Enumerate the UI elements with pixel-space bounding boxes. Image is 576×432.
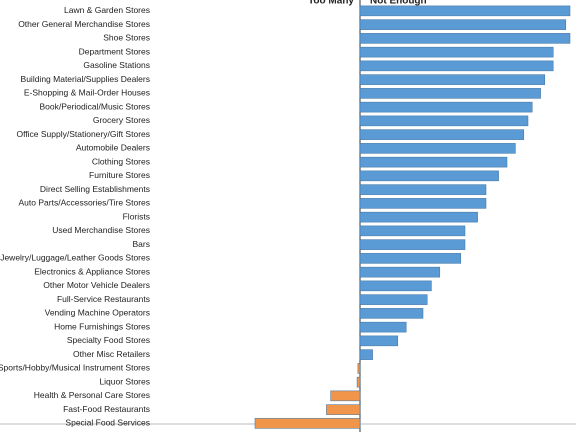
bar (359, 280, 432, 292)
bar (359, 143, 516, 154)
bar (254, 418, 361, 429)
bar (359, 198, 487, 209)
y-tick-label: Grocery Stores (93, 115, 150, 125)
y-tick-label: Shoe Stores (103, 33, 150, 43)
legend-label: Not Enough (370, 0, 427, 7)
y-tick-label: Liquor Stores (99, 376, 150, 386)
bar (359, 170, 499, 182)
bar (359, 74, 546, 85)
y-tick-label: Automobile Dealers (76, 143, 150, 153)
bar (359, 115, 529, 127)
bar (359, 225, 466, 237)
y-tick-label: Furniture Stores (89, 170, 150, 180)
y-tick-label: Home Furnishings Stores (54, 321, 150, 331)
bar (359, 19, 567, 30)
y-tick-label: Direct Selling Establishments (40, 184, 150, 194)
y-tick-label: Health & Personal Care Stores (34, 390, 150, 400)
y-tick-label: Other General Merchandise Stores (18, 19, 150, 29)
y-tick-label: Special Food Services (65, 418, 150, 428)
bar (359, 88, 541, 99)
bar (359, 60, 554, 72)
y-tick-label: Other Motor Vehicle Dealers (43, 280, 150, 290)
bar (359, 156, 508, 168)
y-tick-label: Specialty Food Stores (67, 335, 150, 345)
bar (359, 335, 399, 347)
y-tick-label: Florists (123, 211, 150, 221)
bar (359, 5, 571, 17)
y-tick-label: Department Stores (79, 46, 150, 56)
bar (359, 308, 424, 319)
bar (359, 239, 466, 250)
bar (359, 253, 462, 264)
bar (359, 266, 441, 278)
bar (359, 294, 428, 305)
y-tick-label: E-Shopping & Mail-Order Houses (24, 88, 150, 98)
bar (330, 390, 361, 402)
bar (326, 404, 361, 415)
y-tick-label: Sports/Hobby/Musical Instrument Stores (0, 363, 150, 373)
y-tick-label: Lawn & Garden Stores (64, 5, 150, 15)
y-tick-label: Bars (133, 239, 150, 249)
bar (359, 321, 407, 333)
y-tick-label: Building Material/Supplies Dealers (21, 74, 150, 84)
bar (357, 363, 361, 374)
bar (359, 129, 525, 140)
bar (359, 184, 487, 195)
y-tick-label: Used Merchandise Stores (52, 225, 150, 235)
legend-label: Too Many (308, 0, 354, 7)
y-tick-label: Jewelry/Luggage/Leather Goods Stores (0, 253, 150, 263)
bar (359, 33, 571, 44)
bar (359, 101, 533, 113)
y-tick-label: Clothing Stores (92, 156, 150, 166)
y-tick-label: Book/Periodical/Music Stores (39, 101, 150, 111)
y-tick-label: Full-Service Restaurants (57, 294, 150, 304)
y-tick-label: Office Supply/Stationery/Gift Stores (16, 129, 150, 139)
y-tick-label: Vending Machine Operators (45, 308, 150, 318)
y-tick-label: Other Misc Retailers (73, 349, 150, 359)
y-tick-label: Fast-Food Restaurants (63, 404, 150, 414)
bar (359, 211, 478, 223)
y-tick-label: Gasoline Stations (83, 60, 150, 70)
bar (359, 349, 373, 360)
y-tick-label: Electronics & Appliance Stores (34, 266, 150, 276)
y-tick-label: Auto Parts/Accessories/Tire Stores (19, 198, 150, 208)
bar (356, 376, 361, 388)
bar (359, 46, 554, 58)
